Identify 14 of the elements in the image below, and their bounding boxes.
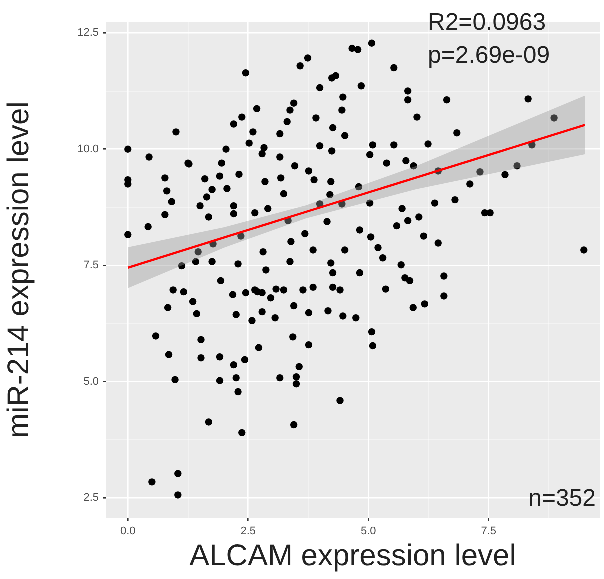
y-tick-label: 2.5 xyxy=(84,492,99,504)
x-tick-label: 5.0 xyxy=(360,526,376,538)
y-tick-label: 12.5 xyxy=(78,27,99,40)
y-axis-title: miR-214 expression level xyxy=(2,102,36,438)
y-tick-label: 10.0 xyxy=(78,143,99,156)
annotation: n=352 xyxy=(528,485,596,512)
y-tick-label: 5.0 xyxy=(84,376,99,388)
x-tick-label: 2.5 xyxy=(240,526,256,538)
annotation: R2=0.0963 xyxy=(428,9,546,36)
x-axis-title: ALCAM expression level xyxy=(190,539,516,572)
y-tick-label: 7.5 xyxy=(84,260,99,272)
x-tick-label: 0.0 xyxy=(120,526,136,538)
x-tick-label: 7.5 xyxy=(481,526,497,538)
annotation: p=2.69e-09 xyxy=(428,42,550,69)
